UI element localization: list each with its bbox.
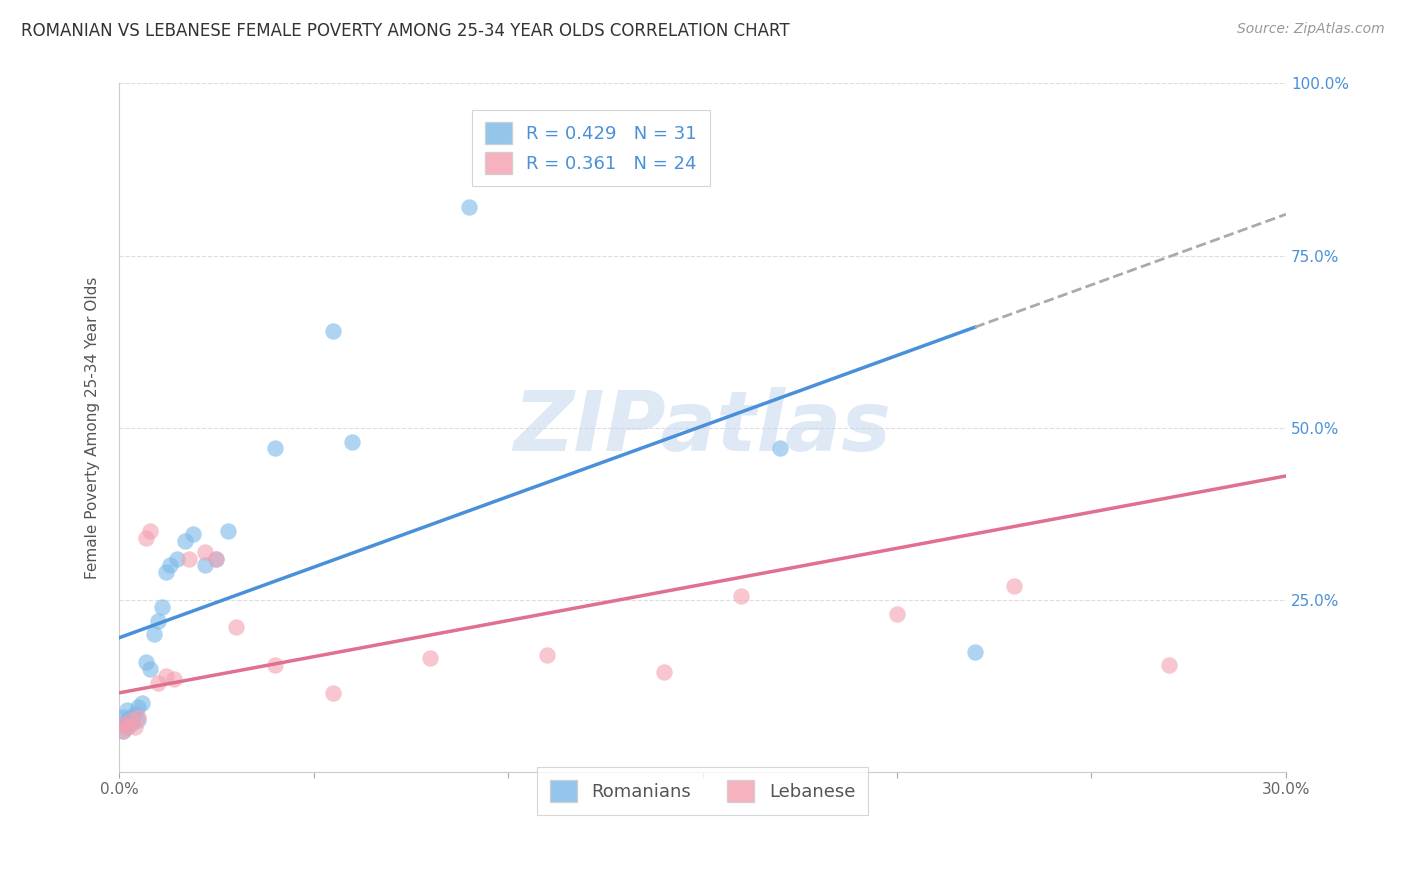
Point <box>194 558 217 573</box>
Point <box>128 714 150 728</box>
Point <box>131 696 153 710</box>
Point <box>159 558 181 573</box>
Point <box>115 703 138 717</box>
Point <box>128 699 150 714</box>
Point <box>120 714 142 728</box>
Point <box>111 717 134 731</box>
Point <box>146 614 169 628</box>
Point <box>217 524 239 538</box>
Point <box>205 551 228 566</box>
Point <box>139 524 162 538</box>
Point <box>115 720 138 734</box>
Legend: Romanians, Lebanese: Romanians, Lebanese <box>537 767 868 814</box>
Point <box>205 551 228 566</box>
Point <box>730 590 752 604</box>
Point <box>135 531 157 545</box>
Point <box>143 627 166 641</box>
Point <box>115 720 138 734</box>
Text: ROMANIAN VS LEBANESE FEMALE POVERTY AMONG 25-34 YEAR OLDS CORRELATION CHART: ROMANIAN VS LEBANESE FEMALE POVERTY AMON… <box>21 22 790 40</box>
Text: ZIPatlas: ZIPatlas <box>513 387 891 468</box>
Point <box>155 566 177 580</box>
Point <box>124 706 146 721</box>
Point <box>536 648 558 662</box>
Point <box>139 662 162 676</box>
Point <box>181 527 204 541</box>
Point <box>342 434 364 449</box>
Point <box>124 720 146 734</box>
Point <box>458 201 481 215</box>
Point <box>111 723 134 738</box>
Point <box>111 717 134 731</box>
Point <box>111 723 134 738</box>
Point <box>225 620 247 634</box>
Point <box>115 714 138 728</box>
Y-axis label: Female Poverty Among 25-34 Year Olds: Female Poverty Among 25-34 Year Olds <box>86 277 100 579</box>
Point <box>150 599 173 614</box>
Point <box>177 551 200 566</box>
Text: Source: ZipAtlas.com: Source: ZipAtlas.com <box>1237 22 1385 37</box>
Point <box>322 324 344 338</box>
Point <box>111 710 134 724</box>
Point <box>162 672 184 686</box>
Point <box>419 651 441 665</box>
Point <box>120 710 142 724</box>
Point <box>263 658 285 673</box>
Point <box>194 545 217 559</box>
Point <box>120 717 142 731</box>
Point <box>155 668 177 682</box>
Point <box>166 551 188 566</box>
Point <box>1002 579 1025 593</box>
Point <box>886 607 908 621</box>
Point <box>146 675 169 690</box>
Point <box>174 534 197 549</box>
Point <box>263 442 285 456</box>
Point <box>963 644 986 658</box>
Point <box>652 665 675 680</box>
Point <box>128 710 150 724</box>
Point <box>769 442 792 456</box>
Point <box>322 686 344 700</box>
Point <box>135 655 157 669</box>
Point <box>1159 658 1181 673</box>
